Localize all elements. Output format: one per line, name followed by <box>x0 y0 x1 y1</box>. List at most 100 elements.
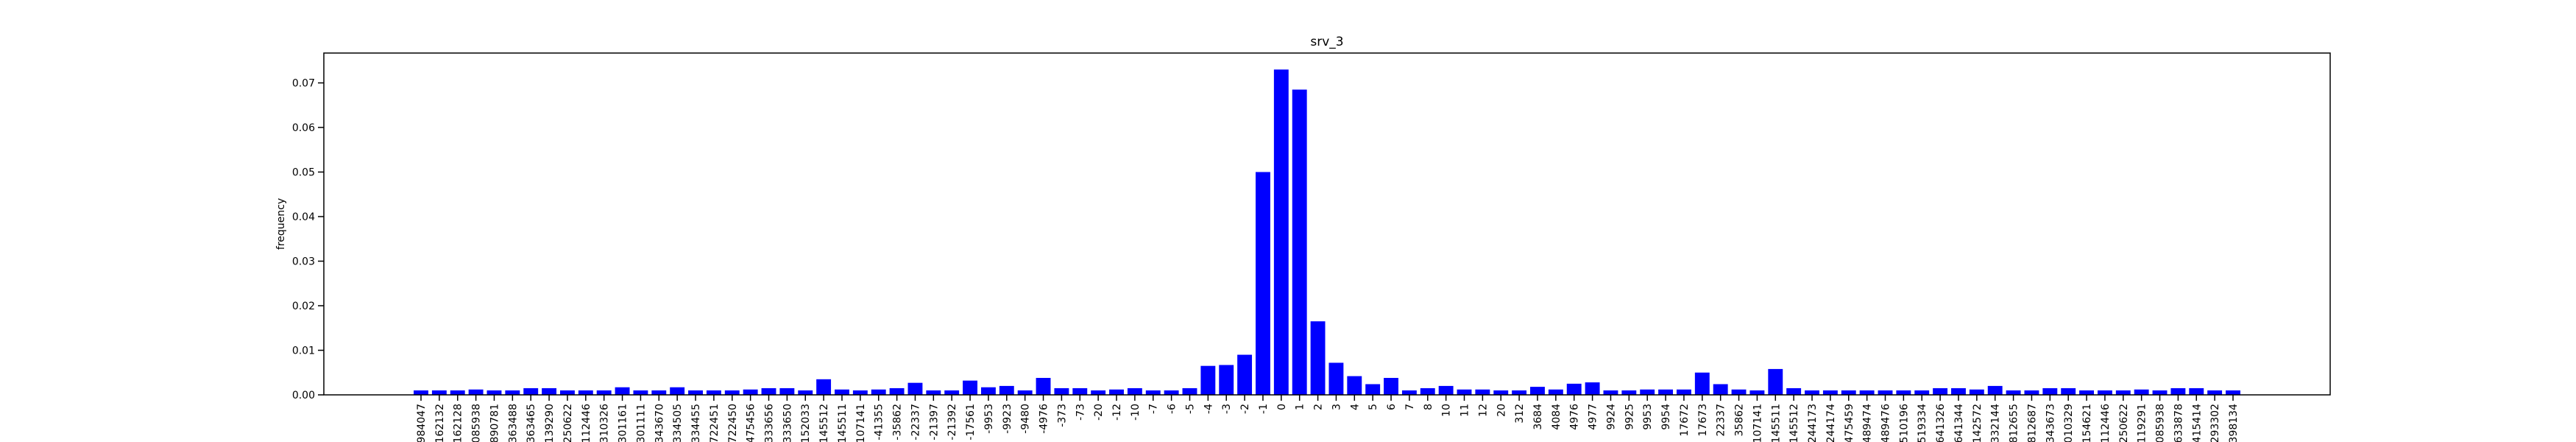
x-tick-label: -21392 <box>946 404 958 441</box>
bar <box>1145 390 1161 395</box>
bar <box>1072 387 1088 395</box>
bar <box>1859 390 1875 395</box>
y-tick-label: 0.02 <box>292 301 315 312</box>
x-tick-label: 293302 <box>2209 404 2221 442</box>
x-tick-label: 633878 <box>2173 404 2184 442</box>
x-tick-label: 489474 <box>1862 404 1874 442</box>
plot-frame <box>323 52 2331 396</box>
x-tick-label: -4 <box>1203 404 1214 414</box>
x-tick-label: 984047 <box>416 404 428 442</box>
bar <box>1933 387 1948 395</box>
x-tick-label: 343673 <box>2045 404 2056 442</box>
x-tick-label: -41355 <box>874 404 885 441</box>
x-tick-label: -3 <box>1221 404 1233 414</box>
x-tick-label: 162128 <box>453 404 464 442</box>
x-tick-label: -35862 <box>892 404 904 441</box>
bar <box>2061 387 2076 395</box>
x-tick-label: -9480 <box>1020 404 1032 434</box>
bar <box>1401 390 1417 395</box>
bar <box>1457 389 1472 395</box>
x-tick-label: 12 <box>1477 404 1489 417</box>
x-tick-label: 35862 <box>1734 404 1746 437</box>
bar <box>2024 390 2039 395</box>
x-tick-label: 11 <box>1459 404 1471 417</box>
chart-title: srv_3 <box>1310 35 1343 49</box>
x-tick-label: 9953 <box>1642 404 1654 430</box>
x-tick-label: 9954 <box>1660 404 1672 430</box>
x-tick-label: -73 <box>1075 404 1086 421</box>
bar <box>542 387 557 395</box>
bar <box>505 390 520 395</box>
bar <box>414 390 428 395</box>
x-tick-label: 112446 <box>581 404 592 442</box>
y-tick-label: 0.04 <box>292 211 315 223</box>
x-tick-label: -333656 <box>764 404 776 442</box>
x-tick-label: -145512 <box>818 404 830 442</box>
bar <box>980 387 996 395</box>
bar <box>1786 387 1802 395</box>
bar <box>1805 390 1819 395</box>
bar <box>1987 385 2003 395</box>
x-tick-label: 244173 <box>1807 404 1819 442</box>
bar <box>615 387 630 395</box>
x-tick-label: 363465 <box>526 404 537 442</box>
x-tick-label: -21397 <box>928 404 940 441</box>
x-tick-label: -9923 <box>1002 404 1013 434</box>
bar <box>1328 362 1344 395</box>
bar <box>2006 390 2021 395</box>
x-tick-label: 9925 <box>1624 404 1635 430</box>
bar <box>1841 390 1856 395</box>
bar <box>1420 387 1435 395</box>
bar <box>486 390 502 395</box>
x-tick-label: 17672 <box>1679 404 1691 437</box>
x-tick-label: -475456 <box>746 404 757 442</box>
x-tick-label: -373 <box>1056 404 1068 427</box>
x-tick-label: 244174 <box>1825 404 1837 442</box>
bar <box>1512 390 1527 395</box>
bar <box>2226 390 2240 395</box>
bar <box>1164 390 1179 395</box>
bar <box>1310 321 1326 395</box>
bar <box>1603 390 1618 395</box>
bar <box>1017 390 1033 395</box>
x-tick-label: 3684 <box>1532 404 1544 430</box>
x-tick-label: 5 <box>1367 404 1379 410</box>
x-tick-label: -5 <box>1184 404 1196 414</box>
bar <box>2189 387 2204 395</box>
bar <box>2042 387 2058 395</box>
bar <box>1548 389 1563 395</box>
y-tick-label: 0.00 <box>292 390 315 401</box>
x-tick-label: 2 <box>1313 404 1325 410</box>
bar <box>1951 387 1966 395</box>
x-tick-label: 010329 <box>2063 404 2075 442</box>
bar <box>2207 390 2223 395</box>
x-tick-label: 519334 <box>1917 404 1928 442</box>
x-tick-label: 4084 <box>1551 404 1563 430</box>
bar <box>560 390 575 395</box>
bar <box>431 390 447 395</box>
bar <box>1713 384 1728 395</box>
x-tick-label: 334505 <box>672 404 684 442</box>
y-tick-label: 0.05 <box>292 167 315 179</box>
bar <box>761 387 776 395</box>
x-tick-label: 250622 <box>2118 404 2130 442</box>
x-tick-label: 812655 <box>2009 404 2020 442</box>
x-tick-label: 20 <box>1496 404 1507 417</box>
bar <box>2115 390 2131 395</box>
x-tick-label: 812687 <box>2026 404 2038 442</box>
bar <box>1969 389 1984 395</box>
x-tick-label: 301111 <box>635 404 647 442</box>
bar <box>1219 365 1234 395</box>
x-tick-label: 1 <box>1295 404 1306 410</box>
x-tick-label: 415414 <box>2191 404 2203 442</box>
bar <box>1292 89 1307 395</box>
x-tick-label: 310326 <box>599 404 611 442</box>
bar <box>1273 69 1289 396</box>
x-tick-label: 162132 <box>434 404 446 442</box>
x-tick-label: 641326 <box>1935 404 1947 442</box>
bar <box>963 380 978 395</box>
bar <box>1585 382 1600 395</box>
y-tick-label: 0.03 <box>292 256 315 268</box>
x-tick-label: 890781 <box>489 404 500 442</box>
bar <box>724 390 740 395</box>
